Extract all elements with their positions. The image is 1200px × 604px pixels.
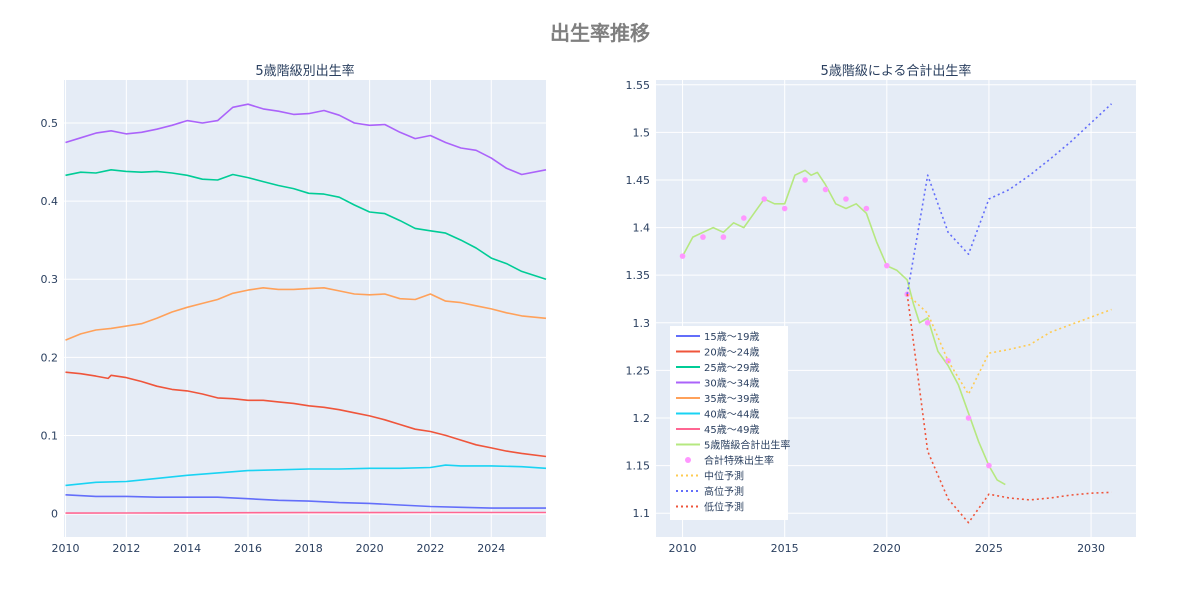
legend-label: 合計特殊出生率 — [704, 454, 774, 467]
x-tick-label: 2014 — [173, 542, 201, 555]
x-tick-label: 2016 — [234, 542, 262, 555]
legend-item[interactable]: 40歳〜44歳 — [676, 409, 759, 421]
legend-label: 40歳〜44歳 — [704, 409, 759, 421]
x-tick-label: 2010 — [52, 542, 80, 555]
series-line-2 — [906, 293, 1112, 396]
legend-item[interactable]: 5歳階級合計出生率 — [676, 439, 790, 452]
y-tick-label: 1.3 — [633, 317, 651, 330]
data-point — [679, 253, 686, 259]
y-tick-label: 0.3 — [41, 273, 59, 286]
data-point — [945, 358, 951, 364]
data-point — [802, 177, 808, 183]
legend-label: 20歳〜24歳 — [704, 347, 759, 359]
y-tick-label: 0.1 — [41, 429, 59, 442]
x-tick-label: 2030 — [1077, 542, 1105, 555]
legend-item[interactable]: 中位予測 — [676, 470, 744, 483]
data-point — [781, 205, 788, 212]
series-line-0 — [65, 494, 546, 509]
legend-item[interactable]: 30歳〜34歳 — [676, 378, 759, 390]
data-point — [720, 234, 727, 240]
legend-item[interactable]: 20歳〜24歳 — [676, 347, 759, 359]
legend-item[interactable]: 合計特殊出生率 — [685, 454, 774, 467]
legend-label: 高位予測 — [704, 485, 744, 498]
y-tick-label: 1.1 — [633, 507, 651, 520]
series-line-6 — [65, 511, 546, 514]
legend-marker — [685, 457, 691, 463]
legend-item[interactable]: 15歳〜19歳 — [676, 331, 759, 343]
right-chart-title: 5歳階級による合計出生率 — [821, 63, 972, 79]
y-tick-label: 1.35 — [626, 269, 651, 282]
data-point — [700, 234, 706, 240]
series-line-3 — [906, 103, 1113, 295]
data-point — [986, 462, 992, 469]
figure-title: 出生率推移 — [550, 21, 650, 45]
x-tick-label: 2012 — [112, 542, 140, 555]
y-tick-label: 1.45 — [626, 174, 651, 187]
legend-item[interactable]: 25歳〜29歳 — [676, 362, 759, 374]
data-point — [741, 215, 747, 221]
y-tick-label: 1.5 — [633, 126, 651, 139]
x-tick-label: 2022 — [416, 542, 444, 555]
y-tick-label: 0 — [51, 508, 58, 521]
series-line-5 — [65, 464, 547, 487]
data-point — [863, 205, 870, 212]
series-line-1 — [65, 371, 547, 458]
left-chart-panel: 5歳階級別出生率 2010 2012 2014 2016 2018 2020 2022 202… — [41, 63, 547, 555]
y-tick-label: 1.25 — [626, 364, 651, 377]
series-line-4 — [65, 286, 547, 341]
legend-label: 15歳〜19歳 — [704, 331, 759, 343]
plot-area — [64, 80, 546, 537]
legend-label: 低位予測 — [704, 501, 744, 514]
legend-item[interactable]: 35歳〜39歳 — [676, 393, 759, 405]
y-tick-label: 1.4 — [633, 222, 651, 235]
legend-label: 30歳〜34歳 — [704, 378, 759, 390]
series-line-4 — [906, 294, 1112, 524]
x-tick-label: 2024 — [477, 542, 505, 555]
y-tick-label: 1.2 — [633, 412, 651, 425]
legend-label: 25歳〜29歳 — [704, 362, 759, 374]
legend-label: 35歳〜39歳 — [704, 393, 759, 405]
data-point — [965, 415, 972, 421]
x-tick-label: 2020 — [356, 542, 384, 555]
legend-item[interactable]: 高位予測 — [676, 485, 744, 498]
data-point — [924, 319, 931, 326]
y-tick-label: 1.15 — [626, 460, 651, 473]
series-line-0 — [681, 169, 1006, 486]
x-tick-label: 2015 — [771, 542, 799, 555]
y-tick-label: 1.55 — [626, 79, 651, 92]
x-tick-label: 2010 — [669, 542, 697, 555]
left-chart-title: 5歳階級別出生率 — [255, 63, 354, 79]
legend-box — [670, 326, 788, 520]
data-point — [761, 196, 768, 202]
y-tick-label: 0.4 — [41, 195, 59, 208]
x-tick-label: 2020 — [873, 542, 901, 555]
series-line-3 — [65, 103, 547, 176]
legend-label: 5歳階級合計出生率 — [704, 439, 790, 452]
x-tick-label: 2025 — [975, 542, 1003, 555]
legend: 15歳〜19歳 20歳〜24歳 25歳〜29歳 30歳〜34歳 35歳〜39歳 40歳〜4… — [670, 326, 790, 520]
legend-item[interactable]: 45歳〜49歳 — [676, 424, 759, 436]
y-tick-label: 0.5 — [41, 117, 59, 130]
data-point — [822, 186, 829, 193]
series-line-2 — [65, 169, 547, 280]
data-point — [843, 196, 849, 202]
x-tick-label: 2018 — [295, 542, 323, 555]
data-point — [884, 262, 890, 269]
legend-label: 45歳〜49歳 — [704, 424, 759, 436]
legend-item[interactable]: 低位予測 — [676, 501, 744, 514]
y-tick-label: 0.2 — [41, 351, 59, 364]
legend-label: 中位予測 — [704, 470, 744, 483]
